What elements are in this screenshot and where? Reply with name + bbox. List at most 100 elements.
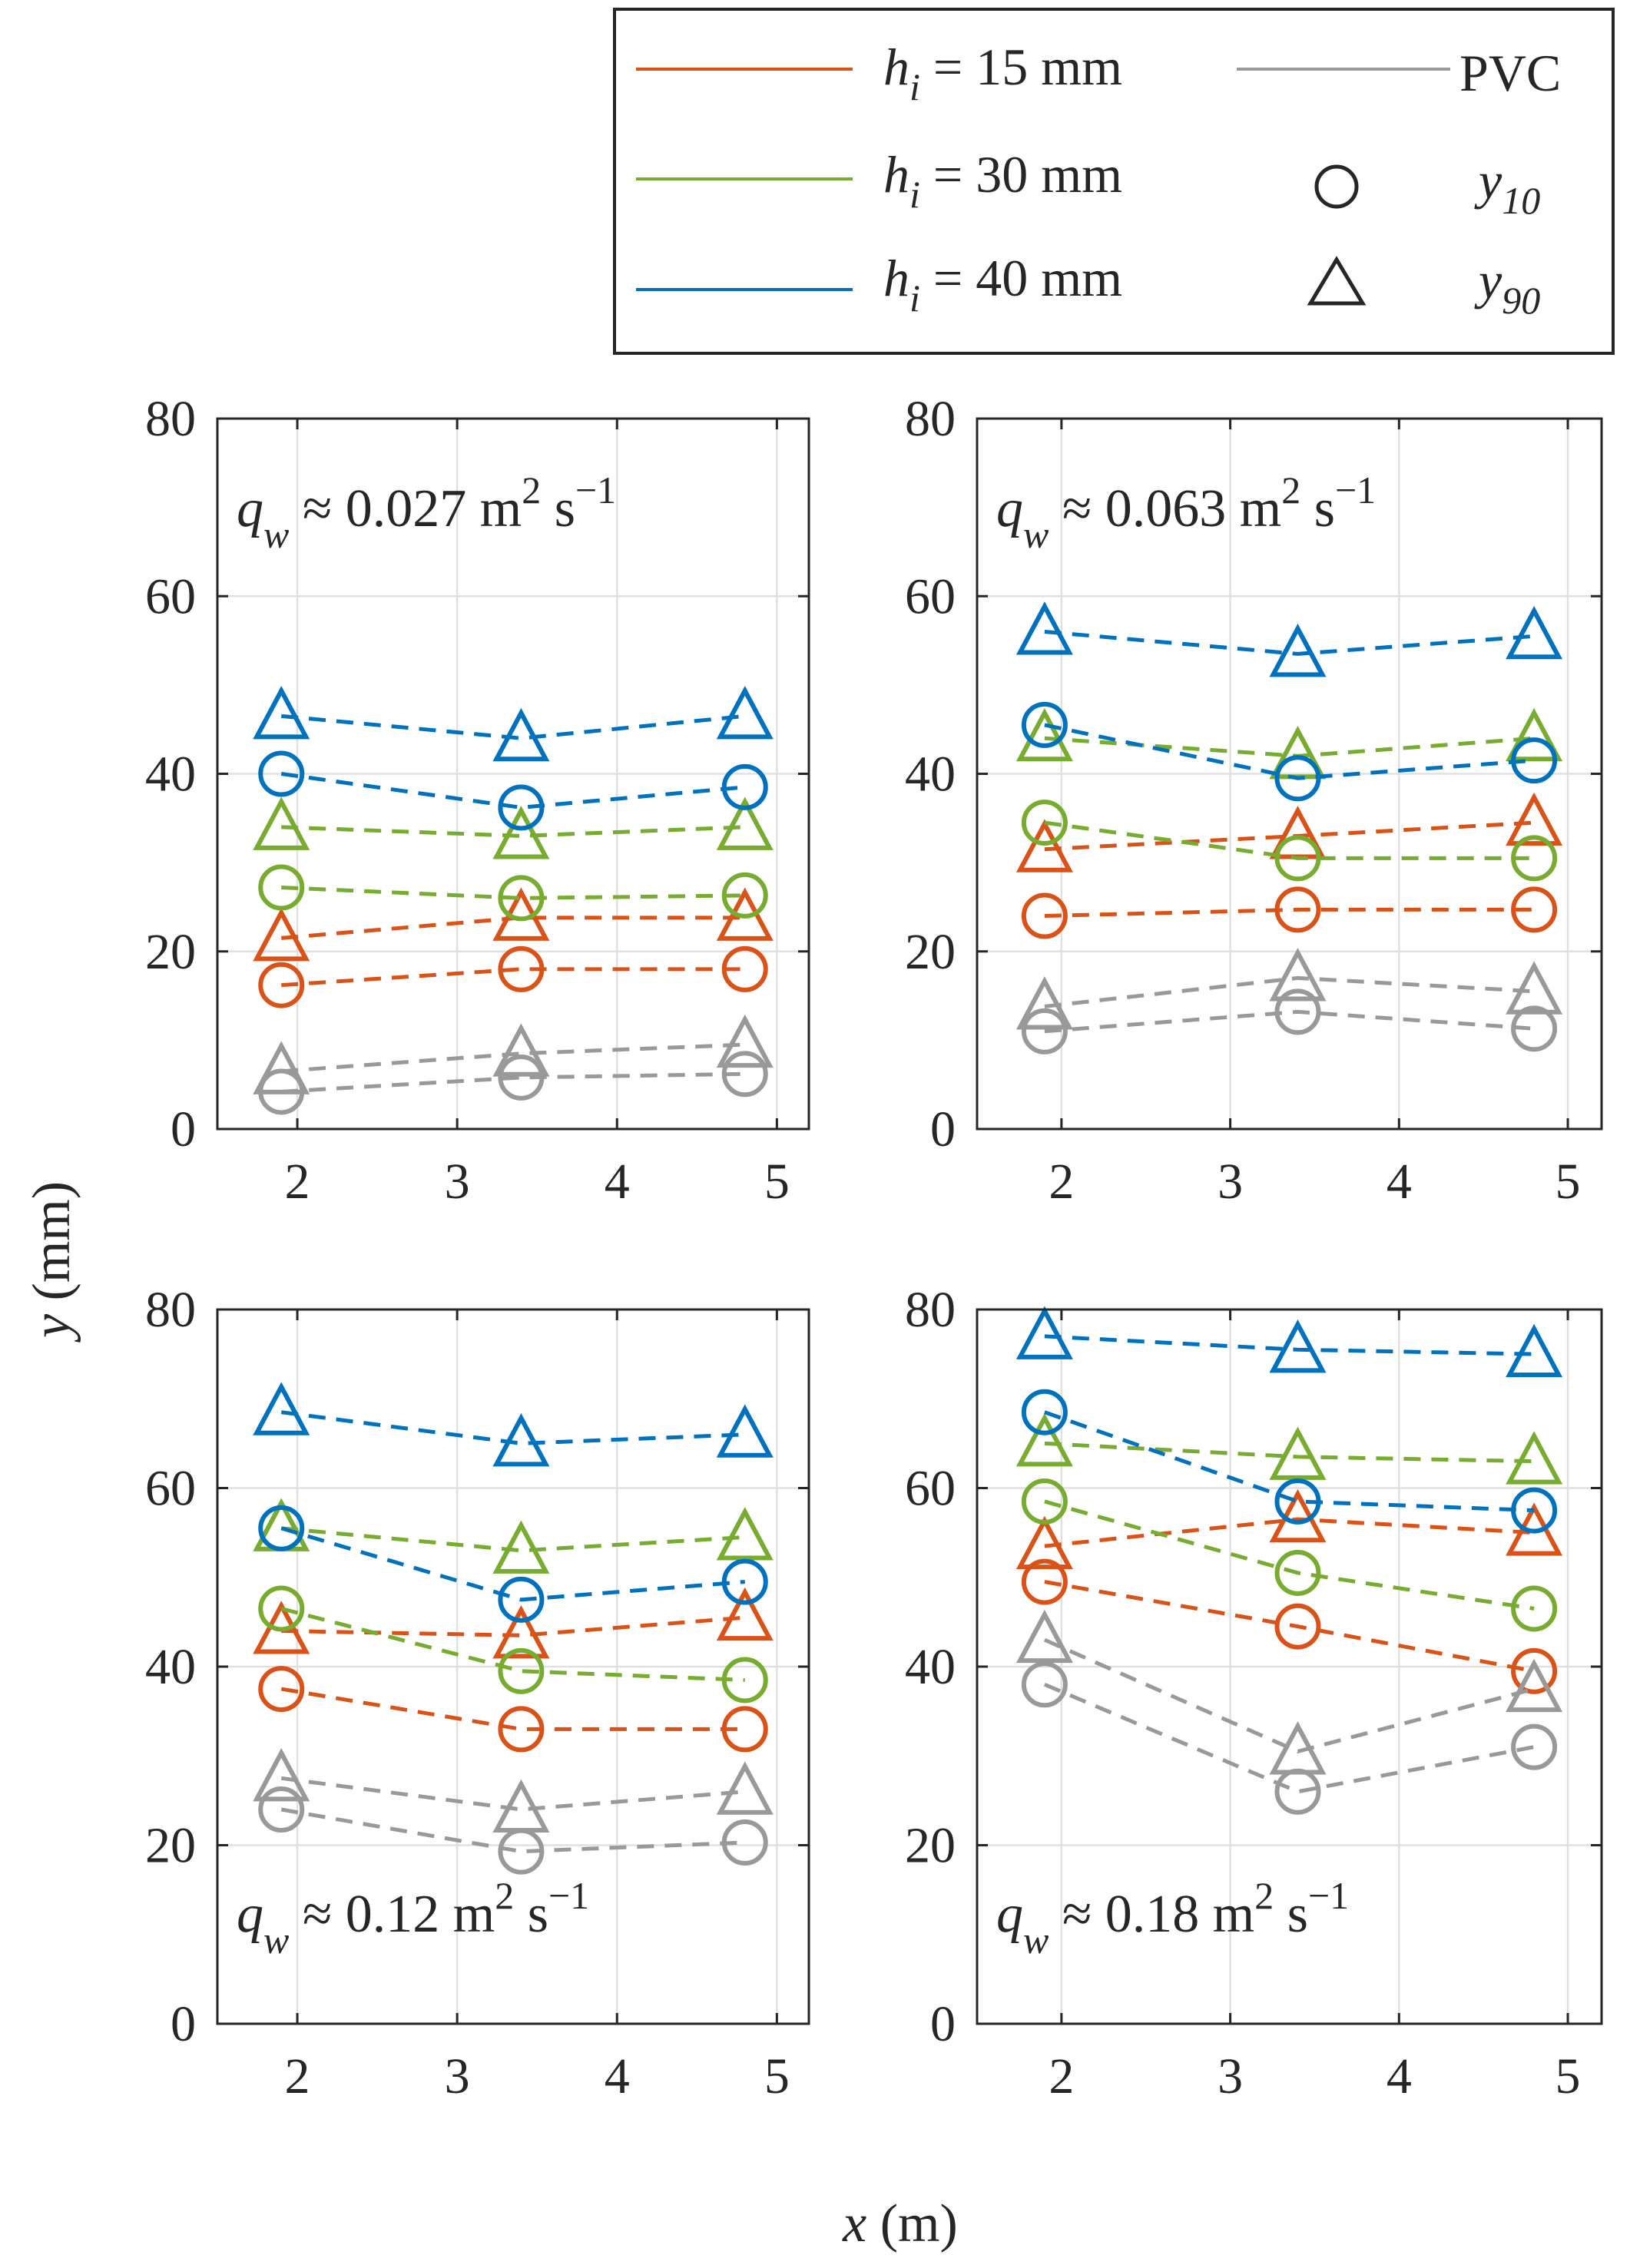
y-tick-label: 40 (145, 1639, 196, 1695)
x-tick-label: 3 (445, 1154, 470, 1210)
point-pvc-y10-2 (721, 1819, 768, 1866)
legend-label-h15: hi = 15 mm (883, 38, 1122, 108)
series-line-hi--15-mm-y10 (280, 1687, 745, 1731)
flow-rate-annotation: qw ≈ 0.18 m2 s−1 (996, 1874, 1349, 1962)
point-hi--30-mm-y10-1 (1274, 1549, 1321, 1596)
x-tick-label: 2 (1049, 2048, 1074, 2104)
point-pvc-y90-0 (1015, 976, 1073, 1030)
point-hi--40-mm-y10-0 (258, 1505, 305, 1551)
y-tick-label: 20 (145, 924, 196, 980)
panel-bottom-left: 2 3 4 5 0 20 40 60 80 qw ≈ 0.12 m2 s−1 (145, 1282, 810, 2104)
y-tick-label: 80 (905, 391, 956, 447)
point-hi--40-mm-y90-2 (1506, 605, 1563, 660)
point-hi--15-mm-y10-0 (258, 962, 305, 1008)
series-line-hi--40-mm-y10 (1044, 1410, 1535, 1513)
point-pvc-y10-1 (498, 1054, 545, 1101)
point-hi--30-mm-y90-1 (1269, 1426, 1327, 1480)
series-line-hi--30-mm-y10 (1044, 1499, 1535, 1611)
point-hi--30-mm-y90-0 (253, 796, 310, 850)
series-line-hi--40-mm-y90 (281, 714, 746, 740)
point-hi--30-mm-y90-0 (1015, 1413, 1073, 1467)
series-line-hi--15-mm-y10 (281, 967, 745, 988)
y-tick-label: 40 (145, 747, 196, 803)
y-tick-label: 40 (905, 1639, 956, 1695)
point-hi--40-mm-y10-1 (498, 784, 545, 831)
point-hi--15-mm-y10-2 (1511, 1647, 1558, 1694)
legend-circle-icon (1314, 164, 1359, 209)
y-tick-label: 60 (905, 1461, 956, 1517)
point-pvc-y10-0 (1021, 1008, 1068, 1055)
point-pvc-y90-1 (1269, 948, 1327, 1002)
point-hi--30-mm-y10-2 (1511, 1585, 1558, 1632)
point-hi--40-mm-y90-2 (716, 685, 774, 740)
point-pvc-y90-1 (492, 1779, 550, 1833)
point-hi--15-mm-y10-0 (1021, 1558, 1068, 1605)
series-line-hi--15-mm-y90 (281, 1615, 745, 1637)
point-hi--40-mm-y10-2 (721, 1558, 768, 1605)
series-line-pvc-y90 (1044, 975, 1535, 1008)
series-line-pvc-y90 (280, 1776, 745, 1812)
series-line-hi--30-mm-y10 (280, 1607, 745, 1682)
legend: hi = 15 mm hi = 30 mm hi = 40 mm PVC y10… (613, 8, 1615, 355)
flow-rate-annotation: qw ≈ 0.063 m2 s−1 (996, 468, 1376, 556)
point-pvc-y10-2 (721, 1051, 768, 1098)
point-hi--30-mm-y10-2 (721, 872, 768, 919)
legend-label-pvc: PVC (1459, 44, 1561, 102)
point-hi--40-mm-y10-1 (498, 1576, 545, 1623)
series-line-hi--40-mm-y10 (280, 772, 745, 810)
series-line-hi--30-mm-y10 (1044, 820, 1535, 860)
point-pvc-y90-0 (253, 1747, 310, 1802)
point-hi--30-mm-y10-0 (1021, 1478, 1068, 1525)
y-tick-label: 0 (930, 1101, 956, 1157)
point-hi--15-mm-y90-2 (716, 887, 774, 941)
series-line-hi--30-mm-y90 (1044, 1441, 1535, 1464)
point-hi--15-mm-y10-0 (258, 1666, 305, 1713)
series-line-hi--15-mm-y90 (1044, 1517, 1535, 1548)
x-tick-label: 2 (1049, 1154, 1074, 1210)
point-hi--30-mm-y10-1 (1274, 835, 1321, 882)
point-hi--15-mm-y10-2 (721, 945, 768, 992)
x-tick-label: 5 (764, 2048, 790, 2104)
point-hi--30-mm-y10-0 (258, 1585, 305, 1632)
series-line-hi--40-mm-y10 (280, 1526, 745, 1602)
legend-label-y10: y10 (1474, 151, 1540, 222)
series-line-hi--30-mm-y90 (281, 825, 745, 838)
point-hi--30-mm-y90-2 (1506, 707, 1563, 762)
point-hi--15-mm-y90-0 (253, 908, 310, 962)
series-line-pvc-y10 (1044, 1009, 1535, 1034)
series-line-pvc-y10 (1043, 1682, 1535, 1794)
point-hi--15-mm-y90-0 (1015, 1515, 1073, 1570)
point-hi--30-mm-y10-0 (258, 864, 305, 911)
panel-bottom-right: 2 3 4 5 0 20 40 60 80 qw ≈ 0.18 m2 s−1 (905, 1282, 1603, 2104)
y-axis-label: y (mm) (22, 1181, 81, 1343)
point-hi--30-mm-y90-2 (716, 796, 774, 850)
series-line-hi--30-mm-y90 (281, 1526, 745, 1553)
series-line-hi--15-mm-y90 (281, 915, 745, 940)
point-pvc-y10-2 (1511, 1005, 1558, 1052)
point-hi--15-mm-y10-2 (1511, 886, 1558, 933)
y-tick-label: 0 (171, 1996, 196, 2052)
y-tick-label: 20 (145, 1818, 196, 1874)
point-hi--40-mm-y90-1 (1269, 624, 1327, 677)
point-hi--15-mm-y10-0 (1021, 892, 1068, 939)
legend-label-y90: y90 (1474, 251, 1540, 322)
series-line-pvc-y90 (281, 1042, 745, 1074)
point-hi--30-mm-y90-2 (716, 1507, 774, 1561)
point-hi--30-mm-y10-2 (1511, 835, 1558, 882)
series-line-hi--40-mm-y90 (280, 1410, 745, 1445)
point-hi--40-mm-y10-2 (721, 763, 768, 810)
point-hi--30-mm-y10-1 (498, 1647, 545, 1694)
point-pvc-y90-1 (492, 1023, 550, 1077)
point-hi--15-mm-y10-1 (1274, 1603, 1321, 1650)
point-pvc-y90-2 (1506, 961, 1563, 1015)
y-tick-label: 40 (905, 747, 956, 803)
x-axis-label: x (m) (842, 2194, 958, 2253)
x-tick-label: 4 (605, 1154, 630, 1210)
y-tick-label: 20 (905, 924, 956, 980)
x-tick-label: 3 (1218, 1154, 1243, 1210)
series-line-hi--40-mm-y90 (1044, 1334, 1535, 1356)
point-pvc-y90-0 (253, 1041, 310, 1094)
point-hi--15-mm-y90-0 (253, 1601, 310, 1654)
x-tick-label: 4 (1386, 1154, 1412, 1210)
point-hi--30-mm-y90-0 (1015, 707, 1073, 762)
